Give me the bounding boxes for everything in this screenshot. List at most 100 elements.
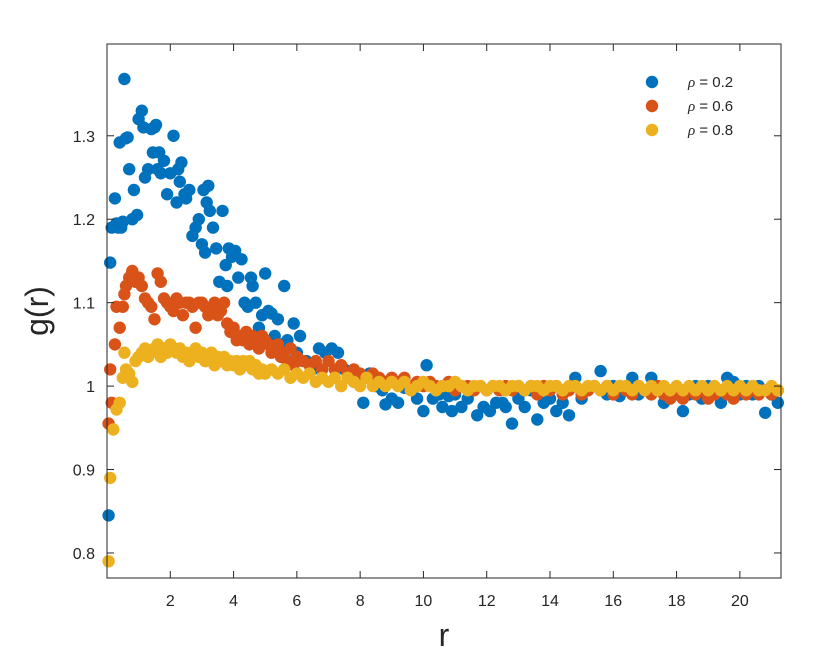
- data-point: [176, 309, 190, 322]
- data-point: [505, 417, 519, 430]
- x-tick-label: 16: [604, 593, 622, 610]
- data-point: [676, 404, 690, 418]
- data-point: [141, 163, 155, 176]
- data-point: [102, 555, 115, 568]
- data-point: [562, 409, 576, 422]
- data-point: [118, 72, 131, 86]
- data-point: [249, 296, 262, 309]
- data-point: [107, 423, 120, 436]
- legend-label: ρ = 0.6: [687, 98, 733, 115]
- data-point: [170, 196, 183, 209]
- data-point: [108, 192, 122, 205]
- data-point: [531, 413, 544, 426]
- legend-symbol: ρ: [687, 99, 695, 115]
- data-point: [148, 313, 161, 326]
- data-point: [167, 129, 180, 142]
- y-tick-label: 1.2: [73, 212, 95, 229]
- data-point: [189, 321, 202, 334]
- legend-item: ρ = 0.2: [645, 74, 733, 91]
- data-point: [278, 279, 291, 293]
- x-axis: 2 4 6 8 10 12 14 16 18 20: [166, 44, 749, 610]
- legend-marker: [645, 123, 659, 137]
- data-point: [293, 329, 307, 343]
- data-point: [160, 188, 174, 201]
- data-point: [130, 208, 144, 222]
- data-point: [357, 396, 370, 409]
- data-point: [192, 213, 205, 226]
- data-point: [104, 363, 117, 376]
- y-axis: 0.8 0.9 1 1.1 1.2 1.3: [73, 129, 781, 563]
- data-point: [154, 275, 167, 288]
- data-point: [499, 400, 512, 414]
- data-point: [145, 300, 158, 313]
- legend-value: = 0.6: [695, 98, 733, 115]
- data-point: [118, 346, 131, 359]
- data-point: [149, 118, 163, 132]
- x-tick-label: 2: [166, 593, 175, 610]
- data-point: [391, 396, 405, 409]
- plot-frame: [106, 43, 782, 579]
- data-point: [217, 296, 231, 309]
- x-tick-label: 12: [478, 593, 496, 610]
- data-point: [202, 179, 215, 192]
- x-tick-label: 4: [229, 593, 238, 610]
- x-tick-label: 8: [356, 593, 365, 610]
- legend-marker: [645, 99, 659, 113]
- legend-item: ρ = 0.6: [645, 98, 733, 115]
- y-tick-label: 0.8: [73, 546, 95, 563]
- data-point: [436, 400, 449, 414]
- x-tick-label: 18: [668, 593, 686, 610]
- legend-value: = 0.8: [695, 122, 733, 139]
- data-point: [113, 396, 126, 409]
- data-point: [183, 183, 196, 197]
- data-point: [173, 175, 186, 188]
- legend-item: ρ = 0.8: [645, 122, 733, 139]
- data-point: [259, 267, 272, 280]
- data-point: [104, 256, 117, 269]
- data-point: [331, 346, 345, 359]
- data-point: [420, 359, 433, 372]
- data-point: [116, 215, 129, 228]
- data-point: [135, 104, 148, 117]
- data-point: [417, 404, 430, 418]
- legend: ρ = 0.2ρ = 0.6ρ = 0.8: [645, 74, 733, 139]
- series-3: [102, 338, 784, 568]
- legend-label: ρ = 0.2: [687, 74, 733, 91]
- data-point: [157, 154, 171, 167]
- y-tick-label: 1: [86, 379, 95, 396]
- legend-symbol: ρ: [687, 123, 695, 139]
- y-axis-label: g(r): [19, 286, 55, 336]
- data-point: [108, 338, 122, 351]
- y-tick-label: 0.9: [73, 463, 95, 480]
- y-tick-label: 1.1: [73, 296, 95, 313]
- x-tick-label: 6: [292, 593, 301, 610]
- data-point: [518, 400, 531, 414]
- data-point: [154, 167, 167, 180]
- legend-symbol: ρ: [687, 75, 695, 91]
- data-point: [246, 279, 259, 293]
- data-point: [216, 204, 229, 218]
- data-point: [203, 204, 216, 218]
- data-point: [104, 471, 117, 485]
- data-point: [206, 221, 220, 234]
- x-axis-label: r: [439, 617, 450, 652]
- data-point: [284, 342, 297, 355]
- data-point: [126, 375, 139, 389]
- data-point: [759, 406, 772, 419]
- legend-marker: [645, 75, 659, 89]
- data-point: [445, 404, 459, 418]
- data-point: [121, 131, 134, 144]
- data-point: [287, 317, 300, 330]
- data-point: [221, 279, 234, 293]
- legend-value: = 0.2: [695, 74, 733, 91]
- x-tick-label: 20: [731, 593, 749, 610]
- x-tick-label: 10: [415, 593, 433, 610]
- data-points: [102, 72, 784, 568]
- data-point: [271, 313, 285, 326]
- data-point: [232, 271, 245, 284]
- data-point: [135, 279, 148, 293]
- data-point: [123, 163, 136, 176]
- data-point: [102, 509, 115, 522]
- legend-label: ρ = 0.8: [687, 122, 733, 139]
